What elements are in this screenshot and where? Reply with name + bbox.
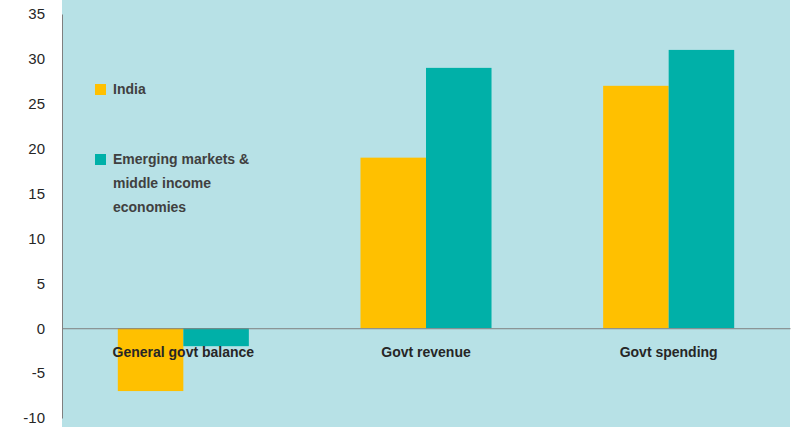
y-tick-label: 20 <box>28 140 45 157</box>
legend-label: India <box>113 81 146 97</box>
legend-label-line: India <box>113 81 146 97</box>
plot-background <box>62 0 790 427</box>
bar <box>360 158 426 329</box>
y-tick: 0 <box>37 320 62 337</box>
bar <box>669 50 735 328</box>
x-axis: General govt balance Govt revenue Govt spe… <box>63 328 791 360</box>
y-tick: 25 <box>28 95 62 112</box>
x-axis-line <box>63 328 791 329</box>
y-tick-label: 0 <box>37 320 45 337</box>
y-tick-label: 25 <box>28 95 45 112</box>
y-axis-line <box>62 15 63 419</box>
legend-label-line: Emerging markets & <box>113 151 249 167</box>
x-tick: Govt spending <box>620 328 718 360</box>
y-tick-label: 35 <box>28 5 45 22</box>
legend-label: Emerging markets & middle income economies <box>113 151 249 215</box>
y-tick-label: -10 <box>23 409 45 426</box>
legend-swatch <box>95 84 106 95</box>
y-tick: 15 <box>28 185 62 202</box>
y-tick-label: 30 <box>28 50 45 67</box>
legend-swatch <box>95 154 106 165</box>
bars <box>118 50 734 391</box>
y-tick: -5 <box>32 364 62 381</box>
x-tick: General govt balance <box>113 328 255 360</box>
y-tick: 35 <box>28 5 62 22</box>
x-tick-label: Govt revenue <box>381 344 471 360</box>
y-tick: 30 <box>28 50 62 67</box>
chart: -10-505101520253035General govt balanceG… <box>0 0 800 432</box>
legend-label-line: middle income <box>113 175 211 191</box>
x-tick-label: Govt spending <box>620 344 718 360</box>
y-tick-label: 15 <box>28 185 45 202</box>
bar <box>603 86 669 328</box>
legend-item: Emerging markets & middle income economies <box>95 151 249 215</box>
x-tick-label: General govt balance <box>113 344 255 360</box>
bar <box>426 68 492 328</box>
y-tick: 20 <box>28 140 62 157</box>
y-tick: -10 <box>23 409 62 426</box>
y-tick-label: 5 <box>37 275 45 292</box>
y-axis: -10 -5 0 5 10 15 20 25 30 35 <box>23 5 62 426</box>
y-tick: 5 <box>37 275 62 292</box>
legend-item: India <box>95 81 146 97</box>
legend: India Emerging markets & middle income econ… <box>95 81 249 215</box>
y-tick: 10 <box>28 230 62 247</box>
x-tick: Govt revenue <box>381 328 471 360</box>
y-tick-label: 10 <box>28 230 45 247</box>
y-tick-label: -5 <box>32 364 45 381</box>
plot-area: -10-505101520253035General govt balanceG… <box>23 5 790 426</box>
legend-label-line: economies <box>113 199 186 215</box>
